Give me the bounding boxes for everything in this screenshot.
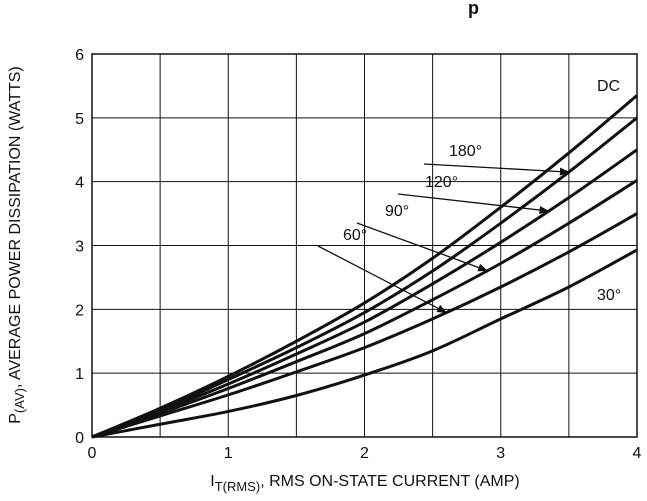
series-line-120deg <box>91 148 638 439</box>
series-group <box>91 94 638 439</box>
x-tick-label: 0 <box>88 445 97 462</box>
x-tick-label: 4 <box>633 445 642 462</box>
y-tick-label: 5 <box>75 111 84 128</box>
y-tick-label: 6 <box>75 47 84 64</box>
y-tick-label: 0 <box>75 430 84 447</box>
annotation-label-90deg: 90° <box>385 203 409 220</box>
x-tick-label: 2 <box>360 445 369 462</box>
grid <box>92 54 637 437</box>
annotation-label-dc: DC <box>597 78 620 95</box>
x-tick-label: 3 <box>496 445 505 462</box>
x-tick-label: 1 <box>224 445 233 462</box>
y-tick-label: 4 <box>75 175 84 192</box>
chart-title-fragment: p <box>468 0 479 18</box>
y-tick-labels: 0 1 2 3 4 5 6 <box>75 47 84 447</box>
annotation-label-120deg: 120° <box>425 174 458 191</box>
plot-frame <box>91 53 638 438</box>
series-line-90deg <box>91 179 638 439</box>
x-axis-label: IT(RMS), RMS ON-STATE CURRENT (AMP) <box>210 473 520 494</box>
y-tick-label: 2 <box>75 302 84 319</box>
annotation-label-30deg: 30° <box>597 287 621 304</box>
annotation-label-60deg: 60° <box>343 227 367 244</box>
y-tick-label: 3 <box>75 239 84 256</box>
annotation-arrow-90deg <box>356 222 489 272</box>
y-axis-label: P(AV), AVERAGE POWER DISSIPATION (WATTS) <box>7 66 27 424</box>
x-tick-labels: 0 1 2 3 4 <box>88 445 642 462</box>
series-line-30deg <box>91 248 638 439</box>
y-tick-label: 1 <box>75 366 84 383</box>
series-line-180deg <box>91 116 638 439</box>
annotation-label-180deg: 180° <box>449 143 482 160</box>
annotations-group: DC 180° 120° 90° 60° 30° <box>317 78 621 314</box>
series-line-60deg <box>91 212 638 439</box>
annotation-arrow-120deg <box>397 193 550 214</box>
series-line-dc <box>91 94 638 439</box>
annotation-arrow-60deg <box>317 245 448 314</box>
annotation-arrow-180deg <box>423 163 570 176</box>
